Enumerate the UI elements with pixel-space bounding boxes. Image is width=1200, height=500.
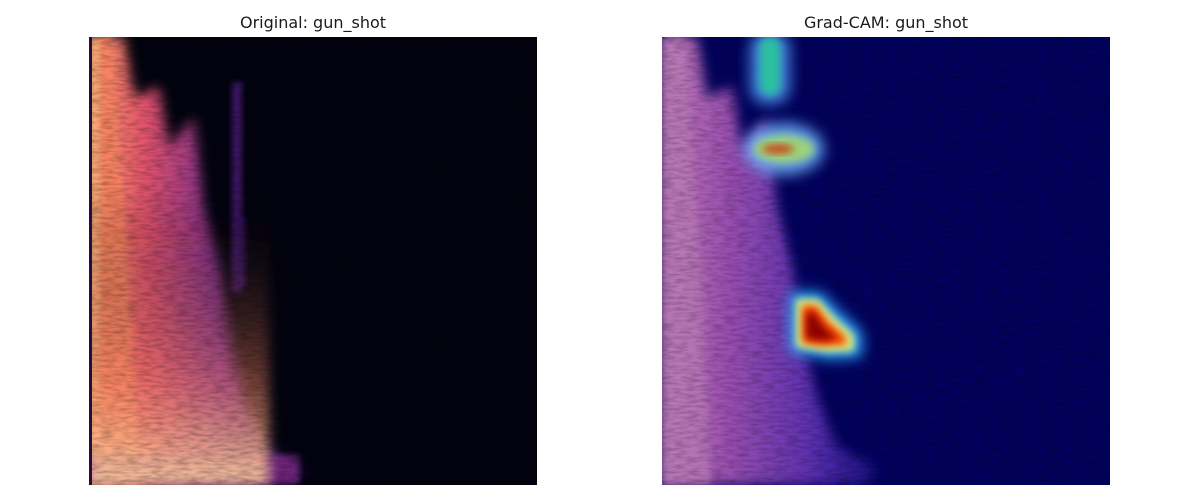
- activation-hotspot-bottom: [790, 292, 862, 359]
- original-panel-title: Original: gun_shot: [239, 13, 387, 32]
- original-panel: Original: gun_shot: [89, 0, 537, 500]
- activation-hotspot-top: [750, 37, 790, 104]
- activation-hotspot-middle: [744, 123, 824, 175]
- gradcam-overlay-image: [662, 37, 1110, 485]
- gradcam-panel: Grad-CAM: gun_shot: [662, 0, 1110, 500]
- gradcam-panel-title: Grad-CAM: gun_shot: [803, 13, 969, 32]
- original-spectrogram-image: [89, 37, 537, 485]
